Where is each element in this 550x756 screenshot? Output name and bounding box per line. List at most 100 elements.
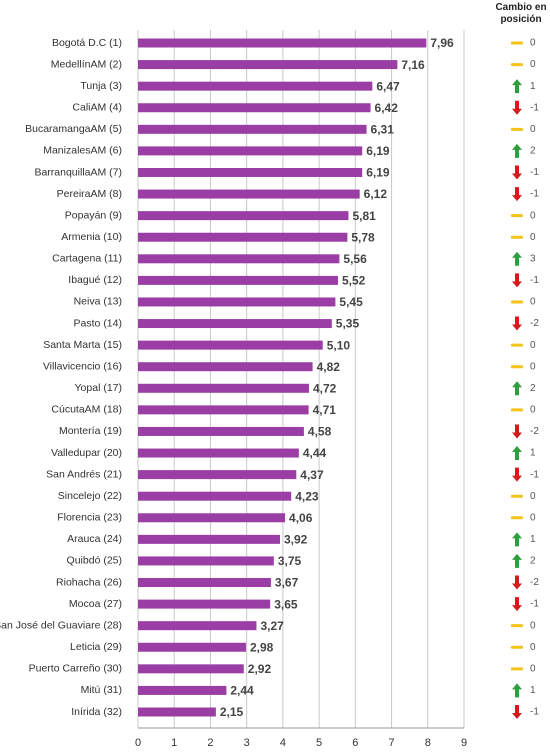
change-value: 0 — [530, 340, 536, 351]
change-value: 0 — [530, 297, 536, 308]
x-tick-label: 3 — [244, 737, 250, 749]
value-label: 7,16 — [401, 58, 425, 72]
y-tick-label: Quibdó (25) — [67, 555, 122, 567]
change-zero-icon — [511, 516, 523, 520]
y-tick-label: Riohacha (26) — [56, 576, 122, 588]
x-tick-label: 8 — [425, 737, 431, 749]
change-value: 0 — [530, 642, 536, 653]
change-up-icon — [512, 251, 522, 266]
value-label: 5,35 — [336, 317, 360, 331]
change-value: -1 — [530, 102, 539, 113]
value-label: 4,23 — [295, 489, 319, 503]
change-down-icon — [512, 187, 522, 202]
bar — [138, 513, 286, 523]
change-value: 0 — [530, 663, 536, 674]
y-tick-label: Sincelejo (22) — [58, 490, 122, 502]
y-tick-label: Armenia (10) — [61, 231, 122, 243]
change-value: 1 — [530, 685, 536, 696]
y-tick-label: BarranquillaAM (7) — [34, 166, 122, 178]
bar — [138, 146, 363, 156]
bar — [138, 81, 373, 91]
value-label: 5,10 — [327, 338, 351, 352]
x-tick-label: 0 — [135, 737, 141, 749]
change-value: 0 — [530, 512, 536, 523]
value-label: 6,19 — [366, 166, 390, 180]
value-label: 4,72 — [313, 381, 337, 395]
value-label: 3,75 — [278, 554, 302, 568]
bar — [138, 448, 299, 458]
bar — [138, 297, 336, 307]
change-up-icon — [512, 79, 522, 94]
value-label: 2,92 — [248, 662, 272, 676]
change-value: 1 — [530, 534, 536, 545]
y-tick-label: Popayán (9) — [65, 209, 122, 221]
value-label: 6,19 — [366, 144, 390, 158]
change-value: 0 — [530, 59, 536, 70]
change-down-icon — [512, 273, 522, 288]
change-up-icon — [512, 553, 522, 568]
value-label: 2,44 — [230, 684, 254, 698]
value-label: 6,12 — [364, 187, 388, 201]
change-zero-icon — [511, 408, 523, 412]
x-tick-label: 7 — [388, 737, 394, 749]
x-tick-label: 4 — [280, 737, 286, 749]
bar — [138, 362, 313, 372]
bar — [138, 232, 348, 242]
value-label: 5,81 — [352, 209, 376, 223]
change-value: 0 — [530, 620, 536, 631]
change-zero-icon — [511, 343, 523, 347]
change-value: -1 — [530, 469, 539, 480]
change-down-icon — [512, 575, 522, 590]
y-tick-label: Yopal (17) — [75, 382, 122, 394]
value-label: 4,58 — [308, 425, 332, 439]
change-zero-icon — [511, 624, 523, 628]
bar — [138, 578, 271, 588]
y-tick-label: San José del Guaviare (28) — [0, 619, 122, 631]
bar — [138, 534, 280, 544]
change-up-icon — [512, 532, 522, 547]
value-label: 7,96 — [430, 36, 454, 50]
y-tick-label: Villavicencio (16) — [43, 360, 122, 372]
change-zero-icon — [511, 494, 523, 498]
value-label: 5,45 — [339, 295, 363, 309]
y-tick-label: Montería (19) — [59, 425, 122, 437]
y-tick-label: Tunja (3) — [80, 80, 122, 92]
y-tick-label: ManizalesAM (6) — [43, 145, 122, 157]
change-up-icon — [512, 683, 522, 698]
y-tick-label: BucaramangaAM (5) — [25, 123, 122, 135]
value-label: 3,27 — [260, 619, 284, 633]
change-zero-icon — [511, 127, 523, 131]
y-tick-label: Santa Marta (15) — [43, 339, 122, 351]
bar — [138, 491, 292, 501]
change-value: 0 — [530, 210, 536, 221]
value-label: 4,06 — [289, 511, 313, 525]
change-down-icon — [512, 424, 522, 439]
bar — [138, 426, 304, 436]
y-tick-label: CúcutaAM (18) — [51, 404, 122, 416]
y-tick-label: Puerto Carreño (30) — [29, 663, 122, 675]
value-label: 5,56 — [343, 252, 367, 266]
y-tick-label: Inírida (32) — [71, 706, 122, 718]
bar — [138, 405, 309, 415]
change-value: -1 — [530, 707, 539, 718]
change-down-icon — [512, 705, 522, 719]
bar — [138, 340, 323, 350]
bar — [138, 642, 246, 652]
value-label: 3,65 — [274, 597, 298, 611]
change-up-icon — [512, 381, 522, 396]
change-zero-icon — [511, 63, 523, 67]
value-label: 4,37 — [300, 468, 324, 482]
y-tick-label: MedellínAM (2) — [51, 58, 122, 70]
x-tick-label: 1 — [171, 737, 177, 749]
y-tick-label: Cartagena (11) — [52, 253, 122, 265]
change-value: 1 — [530, 81, 536, 92]
change-zero-icon — [511, 41, 523, 45]
value-label: 6,47 — [376, 79, 400, 93]
bar — [138, 38, 427, 48]
y-tick-label: Neiva (13) — [74, 296, 122, 308]
bar — [138, 124, 367, 134]
bar — [138, 275, 338, 285]
value-label: 3,67 — [275, 576, 299, 590]
